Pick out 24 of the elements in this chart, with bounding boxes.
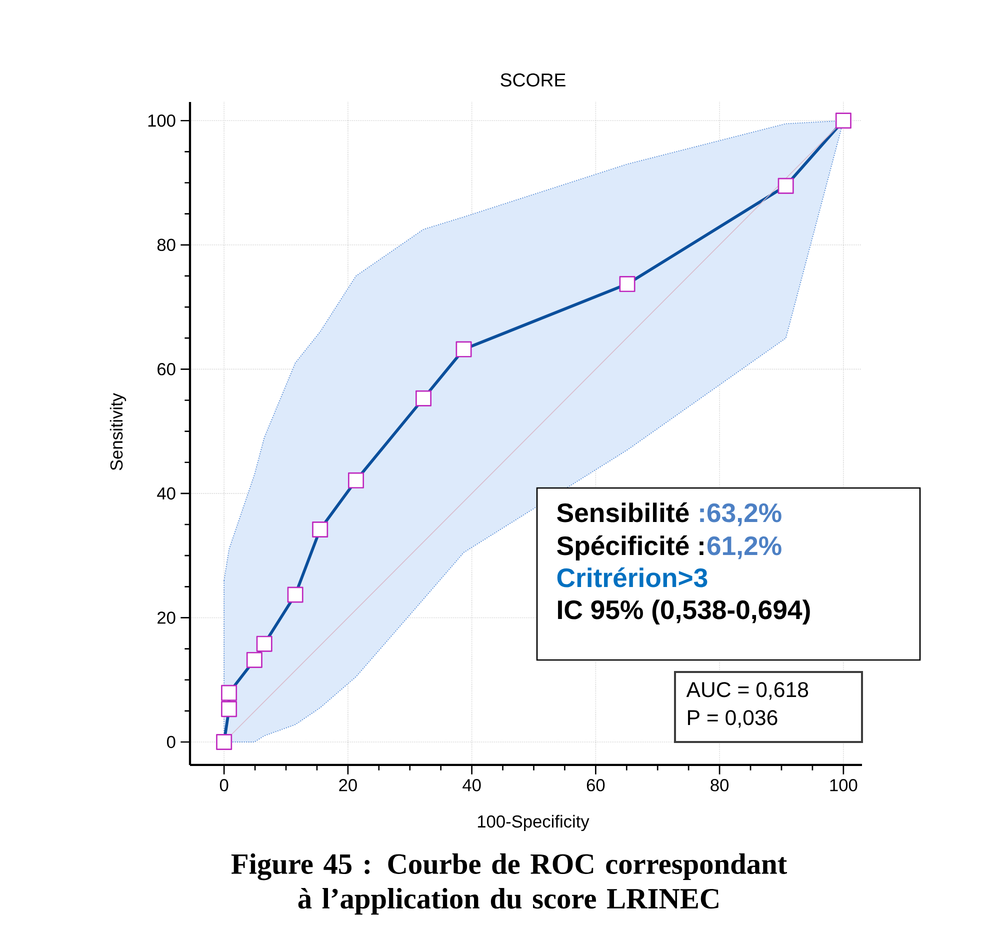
y-tick-label: 20 <box>158 612 176 624</box>
annotation: P = 0,036 <box>688 710 778 728</box>
y-tick-label: 40 <box>157 487 176 500</box>
y-tick-label: 100 <box>148 114 176 127</box>
y-tick-label: 80 <box>157 238 176 252</box>
x-tick-label: 100 <box>830 779 858 792</box>
x-axis-title: 100-Specificity <box>478 814 590 832</box>
y-tick-label: 60 <box>158 363 176 376</box>
y-tick-label: 0 <box>166 736 176 748</box>
annotation: :63,2% <box>700 503 782 526</box>
annotation: Critrérion>3 <box>557 567 708 588</box>
annotation: IC 95% (0,538-0,694) <box>558 600 810 625</box>
chart-title: SCORE <box>500 73 566 87</box>
annotation: AUC = 0,618 <box>686 682 808 700</box>
x-tick-label: 40 <box>462 779 481 792</box>
y-axis-title: Sensitivity <box>110 393 126 470</box>
x-tick-label: 0 <box>220 779 228 792</box>
annotation: 61,2% <box>707 536 782 560</box>
annotation: Spécificité : <box>557 535 704 561</box>
x-tick-label: 60 <box>586 779 605 792</box>
x-tick-label: 20 <box>339 779 357 792</box>
caption: Figure 45 : Courbe de ROC correspondant à l’application du score LRINEC <box>231 853 787 915</box>
x-tick-label: 80 <box>710 779 729 792</box>
annotation: Sensibilité <box>557 502 689 522</box>
